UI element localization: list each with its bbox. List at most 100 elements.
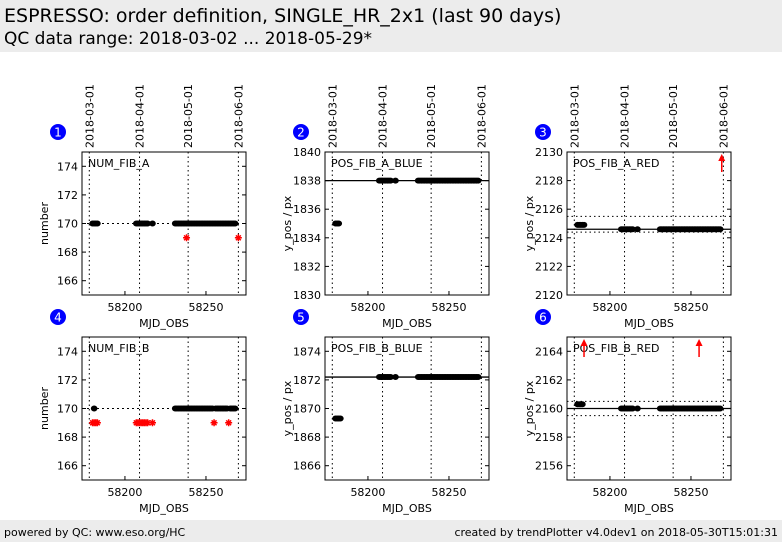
footer-powered-by: powered by QC: www.eso.org/HC xyxy=(4,526,186,539)
y-tick-label: 174 xyxy=(57,160,78,173)
x-tick-label: 58250 xyxy=(673,486,708,499)
y-tick-label: 2128 xyxy=(535,175,563,188)
offscale-arrow-head xyxy=(718,154,726,161)
y-tick-label: 174 xyxy=(57,345,78,358)
x-tick-label: 58250 xyxy=(431,301,466,314)
data-point xyxy=(149,220,156,227)
parameter-label: POS_FIB_A_BLUE xyxy=(331,157,423,170)
date-tick-label: 2018-04-01 xyxy=(377,84,390,148)
x-tick-label: 58200 xyxy=(350,486,385,499)
date-tick-label: 2018-03-01 xyxy=(83,84,96,148)
panel-5: 5 1866 1868 1870 1872 1874 58200 58250 MJD_OBS y_… xyxy=(281,309,490,515)
data-point xyxy=(474,177,482,184)
y-tick-label: 1870 xyxy=(293,403,321,416)
data-point xyxy=(94,220,101,227)
y-tick-label: 2164 xyxy=(535,345,563,358)
y-tick-label: 2120 xyxy=(535,289,563,302)
outlier-point xyxy=(93,419,101,427)
data-point xyxy=(231,220,239,227)
date-tick-label: 2018-04-01 xyxy=(619,84,632,148)
x-tick-label: 58250 xyxy=(188,301,223,314)
x-axis-label: MJD_OBS xyxy=(624,502,674,515)
y-tick-label: 2162 xyxy=(535,374,563,387)
date-tick-label: 2018-05-01 xyxy=(182,84,195,148)
y-tick-label: 1834 xyxy=(293,232,321,245)
parameter-label: POS_FIB_B_BLUE xyxy=(331,342,423,355)
panel-number-badge xyxy=(50,309,66,325)
panel-6: 6 2156 2158 2160 2162 2164 58200 58250 MJD_OBS y_… xyxy=(523,309,732,515)
offscale-arrow-head xyxy=(695,339,703,346)
data-point xyxy=(392,374,399,381)
outlier-point xyxy=(210,419,218,427)
data-point xyxy=(634,226,641,233)
data-point xyxy=(392,177,399,184)
y-tick-label: 1868 xyxy=(293,431,321,444)
date-tick-label: 2018-06-01 xyxy=(475,84,488,148)
y-tick-label: 2156 xyxy=(535,460,563,473)
x-axis-label: MJD_OBS xyxy=(382,502,432,515)
panel-number-badge xyxy=(293,124,309,140)
date-tick-label: 2018-04-01 xyxy=(134,84,147,148)
x-tick-label: 58250 xyxy=(188,486,223,499)
data-point xyxy=(580,221,588,228)
page-subtitle: QC data range: 2018-03-02 ... 2018-05-29… xyxy=(4,29,373,49)
panel-number: 5 xyxy=(297,311,305,325)
date-tick-label: 2018-05-01 xyxy=(667,84,680,148)
date-tick-label: 2018-03-01 xyxy=(326,84,339,148)
x-axis-label: MJD_OBS xyxy=(382,317,432,330)
data-point xyxy=(474,374,482,381)
y-tick-label: 1872 xyxy=(293,374,321,387)
outlier-point xyxy=(183,234,191,242)
data-point xyxy=(231,405,239,412)
y-tick-label: 1866 xyxy=(293,460,321,473)
x-tick-label: 58250 xyxy=(431,486,466,499)
x-tick-label: 58200 xyxy=(350,301,385,314)
y-tick-label: 170 xyxy=(57,403,78,416)
y-axis-label: y_pos / px xyxy=(523,380,536,436)
data-point xyxy=(144,220,151,227)
panel-number: 1 xyxy=(54,126,62,140)
page-title: ESPRESSO: order definition, SINGLE_HR_2x… xyxy=(4,5,562,27)
x-axis-label: MJD_OBS xyxy=(624,317,674,330)
y-tick-label: 166 xyxy=(57,460,78,473)
y-tick-label: 166 xyxy=(57,275,78,288)
offscale-arrow-head xyxy=(580,339,588,346)
x-tick-label: 58200 xyxy=(592,486,627,499)
data-point xyxy=(716,405,724,412)
date-tick-label: 2018-06-01 xyxy=(232,84,245,148)
y-axis-label: number xyxy=(38,202,51,245)
footer: powered by QC: www.eso.org/HC created by… xyxy=(0,520,782,542)
plot-frame xyxy=(566,151,732,296)
y-tick-label: 170 xyxy=(57,218,78,231)
parameter-label: NUM_FIB_B xyxy=(88,342,149,355)
header: ESPRESSO: order definition, SINGLE_HR_2x… xyxy=(0,0,782,52)
y-tick-label: 1830 xyxy=(293,289,321,302)
x-tick-label: 58250 xyxy=(673,301,708,314)
x-axis-label: MJD_OBS xyxy=(139,502,189,515)
panel-number: 3 xyxy=(539,126,547,140)
y-tick-label: 1838 xyxy=(293,175,321,188)
panel-1: 1 2018-03-01 2018-04-01 2018-05-01 2018-06-0… xyxy=(38,84,247,330)
data-point xyxy=(629,226,636,233)
x-tick-label: 58200 xyxy=(592,301,627,314)
outlier-point xyxy=(234,234,242,242)
data-point xyxy=(337,415,344,422)
y-tick-label: 172 xyxy=(57,189,78,202)
y-tick-label: 2124 xyxy=(535,232,563,245)
panel-number-badge xyxy=(535,124,551,140)
panel-2: 2 2018-03-01 2018-04-01 2018-05-01 2018-06-0… xyxy=(281,84,490,330)
panel-number: 4 xyxy=(54,311,62,325)
panel-number-badge xyxy=(293,309,309,325)
outlier-point xyxy=(148,419,156,427)
y-tick-label: 2122 xyxy=(535,260,563,273)
y-tick-label: 1840 xyxy=(293,146,321,159)
y-tick-label: 2160 xyxy=(535,403,563,416)
outlier-point xyxy=(225,419,233,427)
y-tick-label: 172 xyxy=(57,374,78,387)
date-tick-label: 2018-03-01 xyxy=(568,84,581,148)
data-point xyxy=(387,177,394,184)
outlier-point xyxy=(144,419,152,427)
date-tick-label: 2018-05-01 xyxy=(425,84,438,148)
